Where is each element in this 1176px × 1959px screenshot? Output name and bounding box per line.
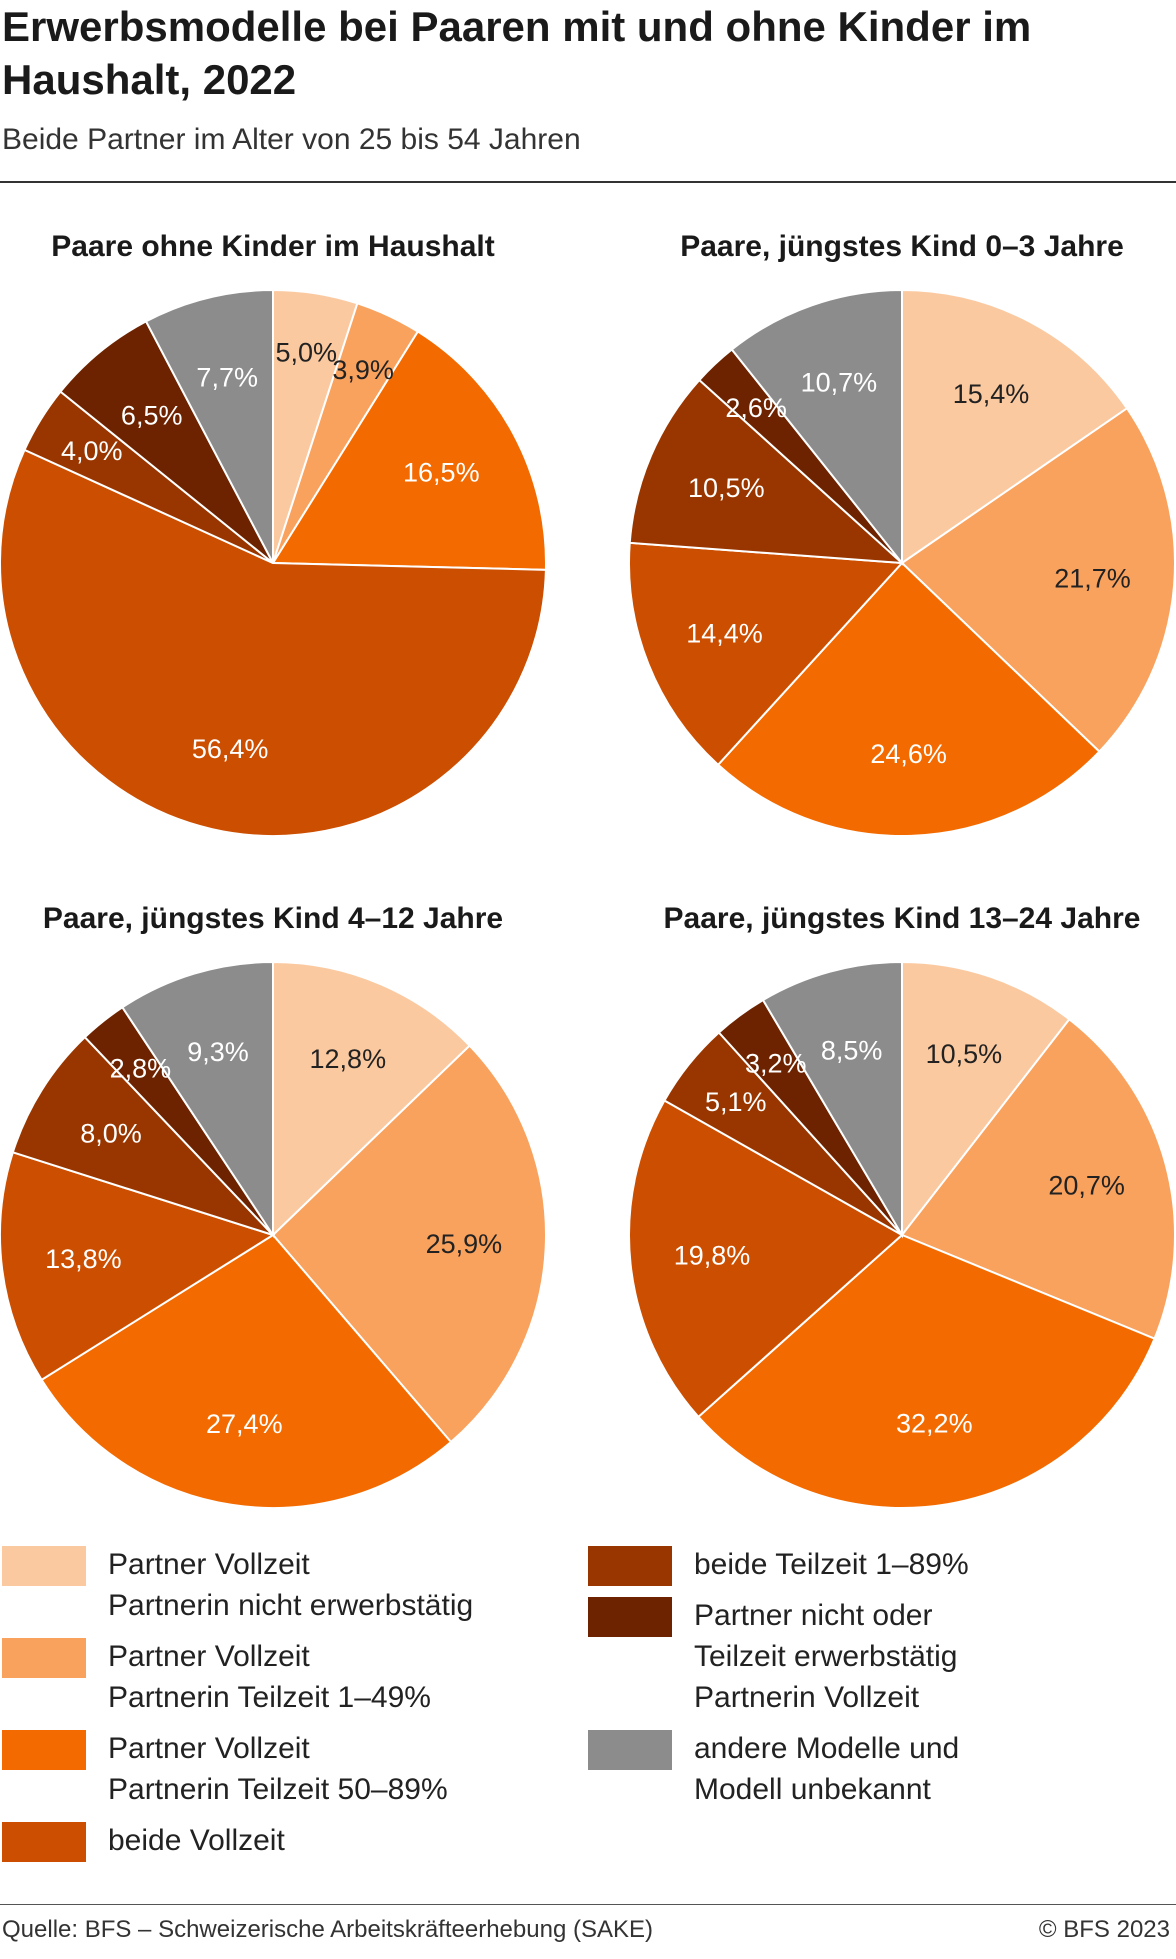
slice-label: 56,4%: [192, 734, 269, 764]
pie-slice: [144, 288, 274, 564]
pie-charts: Paare ohne Kinder im Haushalt 5,0%3,9% 16,…: [0, 230, 1176, 1509]
legend-item: Partner Vollzeit Partnerin Teilzeit 1–49…: [2, 1638, 431, 1718]
slice-label: 14,4%: [686, 619, 763, 649]
slice-label: 25,9%: [426, 1229, 503, 1259]
legend-swatch: [588, 1730, 672, 1770]
slice-label: 21,7%: [1054, 563, 1131, 593]
legend-swatch: [588, 1546, 672, 1586]
legend-swatch: [2, 1822, 86, 1862]
slice-label: 16,5%: [403, 458, 480, 488]
legend-label: Partner Vollzeit Partnerin nicht erwerbs…: [108, 1548, 474, 1622]
slice-label: 5,1%: [705, 1087, 767, 1117]
copyright: © BFS 2023: [1038, 1916, 1170, 1943]
slice-label: 27,4%: [206, 1409, 283, 1439]
slice-label: 13,8%: [45, 1244, 122, 1274]
slice-label: 20,7%: [1048, 1171, 1125, 1201]
legend-label: Partner Vollzeit Partnerin Teilzeit 50–8…: [108, 1732, 448, 1806]
slice-label: 8,0%: [80, 1119, 142, 1149]
legend-label: beide Vollzeit: [108, 1824, 285, 1857]
legend-label: Partner Vollzeit Partnerin Teilzeit 1–49…: [108, 1640, 431, 1714]
pie-slice: [901, 960, 1071, 1238]
legend-label: beide Teilzeit 1–89%: [694, 1548, 969, 1581]
pie-slice: [0, 1151, 276, 1382]
slice-label: 7,7%: [196, 363, 258, 393]
pie-slice: [272, 960, 472, 1238]
footer-divider: [0, 1904, 1176, 1905]
pie-slice: [900, 1017, 1176, 1340]
legend-item: Partner Vollzeit Partnerin nicht erwerbs…: [2, 1546, 473, 1626]
slice-label: 12,8%: [310, 1044, 387, 1074]
legend-label: andere Modelle und Modell unbekannt: [694, 1732, 960, 1806]
pie-slice: [121, 960, 274, 1239]
pie-slice: [628, 1099, 904, 1419]
pie-chart-1: Paare ohne Kinder im Haushalt 5,0%3,9% 16,…: [0, 230, 547, 838]
slice-label: 2,8%: [110, 1053, 172, 1083]
pie-slice: [628, 378, 905, 565]
slice-label: 10,7%: [801, 368, 878, 398]
chart-title: Erwerbsmodelle bei Paaren mit und ohne K…: [2, 3, 1032, 103]
pie-slice: [716, 561, 1101, 837]
pie-title: Paare, jüngstes Kind 0–3 Jahre: [680, 230, 1124, 263]
slice-label: 9,3%: [187, 1037, 249, 1067]
slice-label: 10,5%: [926, 1039, 1003, 1069]
legend-item: andere Modelle und Modell unbekannt: [588, 1730, 959, 1810]
pie-slice: [59, 319, 274, 564]
legend-swatch: [2, 1638, 86, 1678]
legend-item: Partner nicht oder Teilzeit erwerbstätig…: [588, 1597, 957, 1718]
slice-label: 8,5%: [821, 1036, 883, 1066]
pie-slice: [730, 288, 903, 566]
source-note: Quelle: BFS – Schweizerische Arbeitskräf…: [2, 1916, 653, 1943]
pie-slice: [696, 1233, 1156, 1509]
slice-label: 19,8%: [674, 1240, 751, 1270]
pie-slice: [628, 541, 905, 767]
legend-swatch: [2, 1546, 86, 1586]
legend-item: Partner Vollzeit Partnerin Teilzeit 50–8…: [2, 1730, 448, 1810]
pie-title: Paare, jüngstes Kind 4–12 Jahre: [43, 902, 503, 935]
slice-label: 5,0%: [276, 338, 338, 368]
slice-label: 15,4%: [953, 379, 1030, 409]
slice-label: 3,9%: [332, 355, 394, 385]
pie-chart-4: Paare, jüngstes Kind 13–24 Jahre 10,5% 20,…: [628, 902, 1176, 1509]
chart-subtitle: Beide Partner im Alter von 25 bis 54 Jah…: [2, 123, 581, 156]
pie-slice: [11, 1035, 274, 1236]
legend-item: beide Vollzeit: [2, 1822, 285, 1862]
slice-label: 24,6%: [870, 739, 947, 769]
pie-chart-2: Paare, jüngstes Kind 0–3 Jahre 15,4% 21,7%…: [628, 230, 1176, 837]
pie-title: Paare ohne Kinder im Haushalt: [51, 230, 494, 263]
pie-slice: [40, 1233, 453, 1509]
legend-swatch: [2, 1730, 86, 1770]
pie-slice: [271, 330, 547, 571]
legend-label: Partner nicht oder Teilzeit erwerbstätig…: [694, 1599, 958, 1714]
slice-label: 10,5%: [688, 473, 765, 503]
pie-chart-3: Paare, jüngstes Kind 4–12 Jahre 12,8% 25,9…: [0, 902, 547, 1509]
header-divider: [0, 181, 1176, 183]
slice-label: 2,6%: [725, 393, 787, 423]
pie-slice: [900, 406, 1176, 754]
slice-label: 3,2%: [745, 1049, 807, 1079]
pie-slice: [271, 1044, 547, 1444]
pie-slice: [761, 960, 903, 1239]
pie-slice: [0, 448, 547, 838]
legend-swatch: [588, 1597, 672, 1637]
pie-slice: [901, 288, 1129, 565]
slice-label: 32,2%: [896, 1408, 973, 1438]
slice-label: 4,0%: [61, 436, 123, 466]
slice-label: 6,5%: [121, 400, 183, 430]
pie-title: Paare, jüngstes Kind 13–24 Jahre: [664, 902, 1141, 935]
legend-item: beide Teilzeit 1–89%: [588, 1546, 969, 1586]
